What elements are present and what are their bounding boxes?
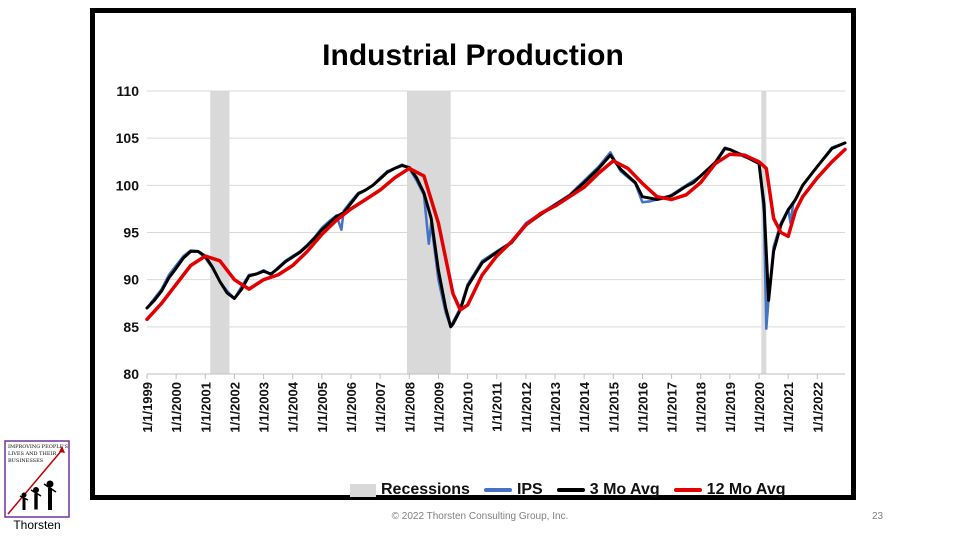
legend-swatch-recessions bbox=[350, 483, 376, 497]
x-tick-label: 1/1/2009 bbox=[431, 382, 446, 433]
legend-swatch-12mo bbox=[673, 488, 702, 492]
legend-item-12mo: 12 Mo Avg bbox=[673, 481, 786, 499]
chart-title: Industrial Production bbox=[322, 39, 624, 72]
x-tick-label: 1/1/2001 bbox=[198, 382, 213, 433]
y-tick-label: 85 bbox=[123, 319, 139, 335]
x-tick-label: 1/1/2019 bbox=[723, 382, 738, 433]
x-tick-label: 1/1/2012 bbox=[519, 382, 534, 433]
legend-swatch-ips bbox=[483, 488, 512, 492]
x-tick-label: 1/1/2011 bbox=[490, 382, 505, 432]
x-tick-label: 1/1/2010 bbox=[461, 382, 476, 433]
logo-text: Thorsten bbox=[13, 518, 61, 532]
x-tick-label: 1/1/2003 bbox=[257, 382, 272, 433]
svg-text:BUSINESSES: BUSINESSES bbox=[8, 458, 44, 464]
logo-graphic: IMPROVING PEOPLE'S LIVES AND THEIR BUSIN… bbox=[4, 440, 70, 518]
x-tick-label: 1/1/2004 bbox=[286, 381, 301, 432]
x-tick-label: 1/1/2014 bbox=[577, 381, 592, 432]
legend-label-ips: IPS bbox=[516, 481, 543, 498]
x-tick-label: 1/1/2013 bbox=[548, 382, 563, 433]
y-tick-label: 95 bbox=[123, 225, 139, 241]
x-tick-label: 1/1/2020 bbox=[752, 382, 767, 433]
x-tick-label: 1/1/2002 bbox=[227, 382, 242, 433]
x-tick-label: 1/1/2000 bbox=[169, 382, 184, 433]
x-tick-label: 1/1/2008 bbox=[402, 382, 417, 433]
chart-legend: Recessions IPS 3 Mo Avg 12 Mo Avg bbox=[350, 481, 800, 499]
footer-copyright: © 2022 Thorsten Consulting Group, Inc. bbox=[391, 511, 569, 522]
y-tick-label: 80 bbox=[123, 366, 139, 382]
legend-label-12mo: 12 Mo Avg bbox=[706, 481, 786, 498]
svg-text:IMPROVING PEOPLE'S: IMPROVING PEOPLE'S bbox=[8, 444, 69, 450]
series-line-ips bbox=[145, 141, 847, 330]
series-line-12-mo-avg bbox=[145, 147, 847, 322]
series-line-3-mo-avg bbox=[145, 141, 847, 329]
slide-number: 23 bbox=[872, 511, 884, 522]
legend-item-3mo: 3 Mo Avg bbox=[556, 481, 660, 499]
x-tick-label: 1/1/2016 bbox=[635, 382, 650, 433]
legend-item-ips: IPS bbox=[483, 481, 543, 499]
legend-swatch-3mo bbox=[556, 488, 585, 492]
y-tick-label: 90 bbox=[123, 272, 139, 288]
company-logo: IMPROVING PEOPLE'S LIVES AND THEIR BUSIN… bbox=[4, 440, 70, 532]
legend-label-3mo: 3 Mo Avg bbox=[589, 481, 660, 498]
x-tick-label: 1/1/2005 bbox=[315, 382, 330, 433]
x-tick-label: 1/1/2022 bbox=[810, 382, 825, 433]
x-tick-label: 1/1/2015 bbox=[606, 382, 621, 433]
legend-item-recessions: Recessions bbox=[350, 481, 470, 499]
x-tick-label: 1/1/1999 bbox=[140, 382, 155, 433]
x-tick-label: 1/1/2021 bbox=[781, 382, 796, 433]
chart-frame: Industrial Production 80 85 90 95 100 105 110 1… bbox=[90, 8, 856, 500]
y-tick-label: 105 bbox=[116, 130, 140, 146]
legend-label-recessions: Recessions bbox=[381, 481, 470, 498]
x-tick-label: 1/1/2006 bbox=[344, 382, 359, 433]
y-tick-label: 110 bbox=[116, 83, 139, 99]
y-tick-label: 100 bbox=[116, 177, 140, 193]
x-tick-label: 1/1/2018 bbox=[694, 382, 709, 433]
chart-svg: 80 85 90 95 100 105 110 1/1/1999 1/1/2000 1/1/200… bbox=[116, 83, 847, 433]
svg-text:LIVES AND THEIR: LIVES AND THEIR bbox=[8, 451, 56, 457]
x-tick-label: 1/1/2007 bbox=[373, 382, 388, 433]
x-tick-label: 1/1/2017 bbox=[665, 382, 680, 433]
